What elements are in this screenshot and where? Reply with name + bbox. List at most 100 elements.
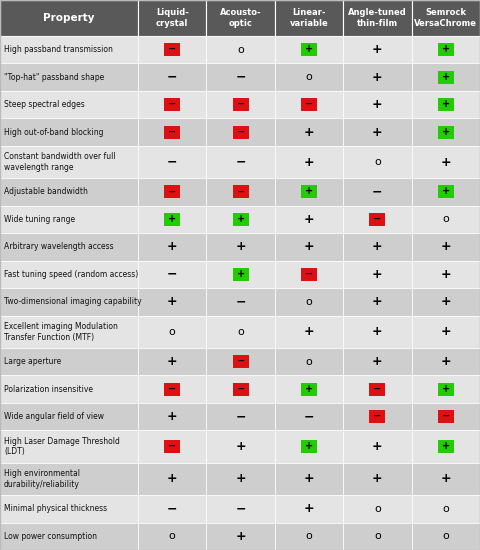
Text: Linear-
variable: Linear- variable [289, 8, 328, 28]
Text: −: − [168, 384, 176, 394]
Text: +: + [441, 326, 451, 338]
Bar [233, 126, 249, 139]
Text: −: − [167, 156, 178, 169]
Bar [206, 233, 275, 261]
Bar [0, 261, 138, 288]
Bar [343, 348, 412, 376]
Text: +: + [372, 98, 383, 111]
Text: +: + [304, 126, 314, 139]
Text: "Top-hat" passband shape: "Top-hat" passband shape [4, 73, 104, 82]
Bar [343, 36, 412, 63]
Bar [206, 288, 275, 316]
Text: +: + [372, 472, 383, 486]
Text: Liquid-
crystal: Liquid- crystal [156, 8, 189, 28]
Bar [275, 206, 343, 233]
Text: +: + [167, 472, 178, 486]
Text: High out-of-band blocking: High out-of-band blocking [4, 128, 104, 137]
Bar [138, 0, 206, 36]
Text: −: − [372, 185, 383, 199]
Bar [412, 146, 480, 178]
Text: +: + [441, 156, 451, 169]
Bar [412, 316, 480, 348]
Text: −: − [237, 186, 245, 196]
Bar [370, 410, 385, 423]
Text: +: + [372, 440, 383, 453]
Text: +: + [441, 355, 451, 368]
Bar [206, 178, 275, 206]
Bar [206, 261, 275, 288]
Text: +: + [304, 472, 314, 486]
Text: o: o [306, 531, 312, 541]
Bar [138, 403, 206, 431]
Text: Low power consumption: Low power consumption [4, 532, 97, 541]
Text: −: − [168, 44, 176, 54]
Bar [233, 185, 249, 199]
Text: +: + [167, 295, 178, 309]
Text: +: + [442, 441, 450, 451]
Bar [206, 522, 275, 550]
Bar [275, 522, 343, 550]
Bar [0, 63, 138, 91]
Bar [412, 463, 480, 495]
Bar [438, 126, 454, 139]
Bar [343, 118, 412, 146]
Bar [0, 376, 138, 403]
Bar [164, 126, 180, 139]
Bar [438, 410, 454, 423]
Text: −: − [168, 441, 176, 451]
Bar [343, 376, 412, 403]
Bar [206, 403, 275, 431]
Bar [164, 43, 180, 56]
Text: Wide tuning range: Wide tuning range [4, 215, 75, 224]
Bar [0, 91, 138, 118]
Bar [206, 91, 275, 118]
Text: +: + [372, 295, 383, 309]
Bar [301, 185, 317, 199]
Text: o: o [374, 531, 381, 541]
Bar [0, 348, 138, 376]
Text: −: − [168, 126, 176, 137]
Text: −: − [373, 411, 382, 421]
Bar [138, 376, 206, 403]
Text: −: − [305, 269, 313, 279]
Text: +: + [442, 72, 450, 82]
Bar [438, 440, 454, 453]
Bar [275, 118, 343, 146]
Text: +: + [305, 384, 313, 394]
Text: −: − [235, 71, 246, 84]
Text: o: o [374, 157, 381, 167]
Bar [343, 431, 412, 463]
Bar [343, 91, 412, 118]
Text: High passband transmission: High passband transmission [4, 45, 113, 54]
Bar [343, 288, 412, 316]
Text: −: − [373, 214, 382, 224]
Bar [0, 0, 138, 36]
Text: Large aperture: Large aperture [4, 358, 61, 366]
Bar [233, 213, 249, 226]
Text: +: + [304, 213, 314, 226]
Bar [343, 0, 412, 36]
Text: +: + [442, 99, 450, 109]
Text: Acousto-
optic: Acousto- optic [220, 8, 262, 28]
Bar [0, 463, 138, 495]
Bar [164, 383, 180, 396]
Bar [138, 146, 206, 178]
Bar [275, 178, 343, 206]
Bar [138, 348, 206, 376]
Text: Polarization insensitive: Polarization insensitive [4, 385, 93, 394]
Bar [206, 431, 275, 463]
Bar [301, 43, 317, 56]
Bar [164, 213, 180, 226]
Bar [0, 178, 138, 206]
Text: −: − [305, 99, 313, 109]
Text: +: + [441, 240, 451, 254]
Text: +: + [372, 71, 383, 84]
Bar [412, 36, 480, 63]
Bar [164, 98, 180, 111]
Text: +: + [372, 43, 383, 56]
Text: o: o [443, 214, 449, 224]
Text: o: o [374, 504, 381, 514]
Text: +: + [441, 268, 451, 281]
Text: +: + [235, 530, 246, 543]
Text: o: o [169, 327, 176, 337]
